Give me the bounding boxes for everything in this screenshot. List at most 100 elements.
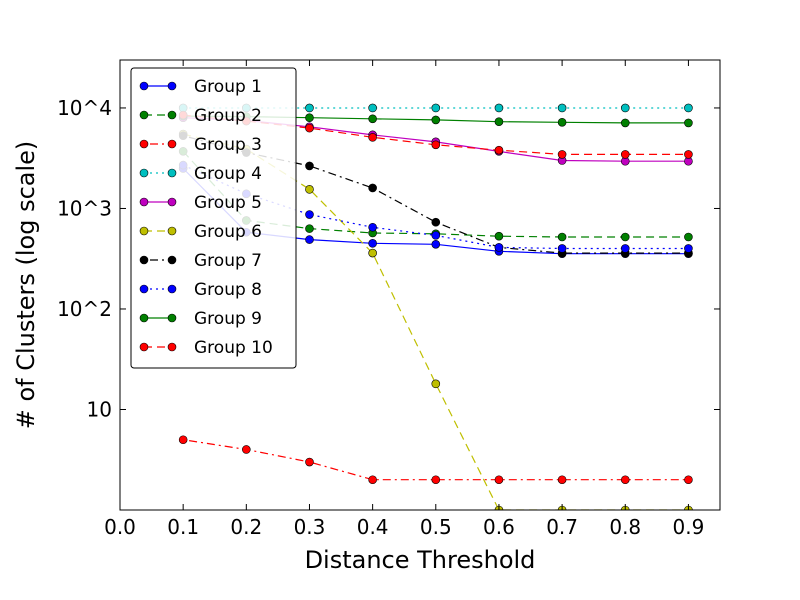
series-3 bbox=[178, 435, 693, 485]
x-axis-title: Distance Threshold bbox=[305, 546, 536, 574]
legend-marker bbox=[167, 226, 177, 236]
data-point bbox=[305, 123, 314, 133]
data-point bbox=[368, 114, 377, 124]
data-point bbox=[431, 240, 441, 249]
data-point bbox=[620, 475, 630, 485]
data-point bbox=[431, 115, 441, 125]
legend-label: Group 5 bbox=[194, 193, 262, 213]
data-point bbox=[494, 231, 504, 241]
data-point bbox=[494, 103, 504, 113]
legend-label: Group 8 bbox=[194, 280, 262, 300]
legend-marker bbox=[139, 139, 149, 149]
x-tick-label: 0.7 bbox=[546, 515, 578, 539]
data-point bbox=[557, 150, 567, 159]
data-point bbox=[557, 117, 567, 127]
legend-marker bbox=[139, 168, 149, 178]
x-tick-label: 0.4 bbox=[357, 515, 389, 539]
legend-label: Group 10 bbox=[194, 338, 273, 358]
x-tick-label: 0.1 bbox=[167, 515, 199, 539]
legend-label: Group 3 bbox=[194, 135, 262, 155]
data-point bbox=[368, 248, 377, 258]
data-point bbox=[494, 243, 504, 252]
x-tick-label: 0.2 bbox=[230, 515, 262, 539]
legend: Group 1 Group 2 Group 3 Group 4 Group 5 Group… bbox=[130, 67, 297, 369]
data-point bbox=[620, 103, 630, 113]
legend-marker bbox=[139, 226, 149, 236]
legend-marker bbox=[139, 197, 149, 207]
data-point bbox=[305, 161, 314, 171]
legend-entry: Group 10 bbox=[139, 338, 273, 358]
y-tick-label: 10 bbox=[87, 397, 112, 421]
y-tick-label: 10^2 bbox=[57, 297, 112, 321]
y-axis-title: # of Clusters (log scale) bbox=[12, 141, 40, 430]
legend-marker bbox=[167, 81, 177, 91]
data-point bbox=[368, 475, 377, 485]
data-point bbox=[684, 118, 693, 128]
data-point bbox=[684, 232, 693, 242]
data-point bbox=[431, 140, 441, 150]
data-point bbox=[494, 145, 504, 155]
data-point bbox=[620, 244, 630, 253]
data-point bbox=[305, 210, 314, 219]
legend-entry: Group 2 bbox=[139, 106, 262, 126]
legend-marker bbox=[167, 255, 177, 265]
data-point bbox=[368, 183, 377, 193]
data-point bbox=[368, 222, 377, 232]
legend-label: Group 9 bbox=[194, 309, 262, 329]
data-point bbox=[684, 103, 693, 113]
legend-marker bbox=[139, 110, 149, 120]
data-point bbox=[242, 445, 251, 454]
x-tick-label: 0.8 bbox=[609, 515, 641, 539]
data-point bbox=[557, 244, 567, 253]
legend-label: Group 6 bbox=[194, 222, 262, 242]
x-tick-label: 0.6 bbox=[483, 515, 515, 539]
data-point bbox=[494, 475, 504, 485]
legend-marker bbox=[167, 197, 177, 207]
y-tick-label: 10^3 bbox=[57, 196, 112, 220]
legend-label: Group 4 bbox=[194, 164, 262, 184]
data-point bbox=[557, 475, 567, 485]
legend-marker bbox=[167, 284, 177, 294]
legend-label: Group 7 bbox=[194, 251, 262, 271]
data-point bbox=[431, 231, 441, 240]
data-point bbox=[684, 475, 693, 485]
legend-entry: Group 3 bbox=[139, 135, 262, 155]
data-point bbox=[305, 185, 314, 194]
data-point bbox=[494, 117, 504, 126]
data-point bbox=[305, 235, 314, 244]
data-point bbox=[368, 239, 377, 248]
data-point bbox=[178, 435, 188, 445]
legend-entry: Group 9 bbox=[139, 309, 262, 329]
series-line bbox=[183, 439, 689, 481]
data-point bbox=[557, 103, 567, 113]
data-point bbox=[557, 232, 567, 242]
data-point bbox=[305, 103, 314, 113]
legend-marker bbox=[139, 342, 149, 352]
data-point bbox=[620, 118, 630, 128]
legend-label: Group 2 bbox=[194, 106, 262, 126]
data-point bbox=[431, 103, 441, 113]
legend-label: Group 1 bbox=[194, 77, 262, 97]
data-point bbox=[431, 379, 441, 389]
data-point bbox=[368, 103, 377, 113]
series-line bbox=[183, 135, 689, 254]
x-tick-label: 0.3 bbox=[294, 515, 326, 539]
data-point bbox=[431, 475, 441, 485]
data-point bbox=[620, 232, 630, 242]
x-tick-label: 0.0 bbox=[104, 515, 136, 539]
data-point bbox=[620, 150, 630, 159]
legend-entry: Group 6 bbox=[139, 222, 262, 242]
data-point bbox=[305, 457, 314, 467]
legend-entry: Group 1 bbox=[139, 77, 262, 97]
legend-marker bbox=[167, 110, 177, 120]
legend-entry: Group 4 bbox=[139, 164, 262, 184]
legend-marker bbox=[139, 255, 149, 265]
tick-layer: 0.0 0.1 0.2 0.3 0.4 0.5 0.6 0.7 0.8 0.9 10 10^2 10^3… bbox=[57, 60, 720, 539]
data-point bbox=[368, 133, 377, 142]
data-point bbox=[431, 217, 441, 227]
legend-marker bbox=[167, 342, 177, 352]
y-tick-label: 10^4 bbox=[57, 96, 112, 120]
legend-marker bbox=[167, 168, 177, 178]
x-tick-label: 0.9 bbox=[673, 515, 705, 539]
